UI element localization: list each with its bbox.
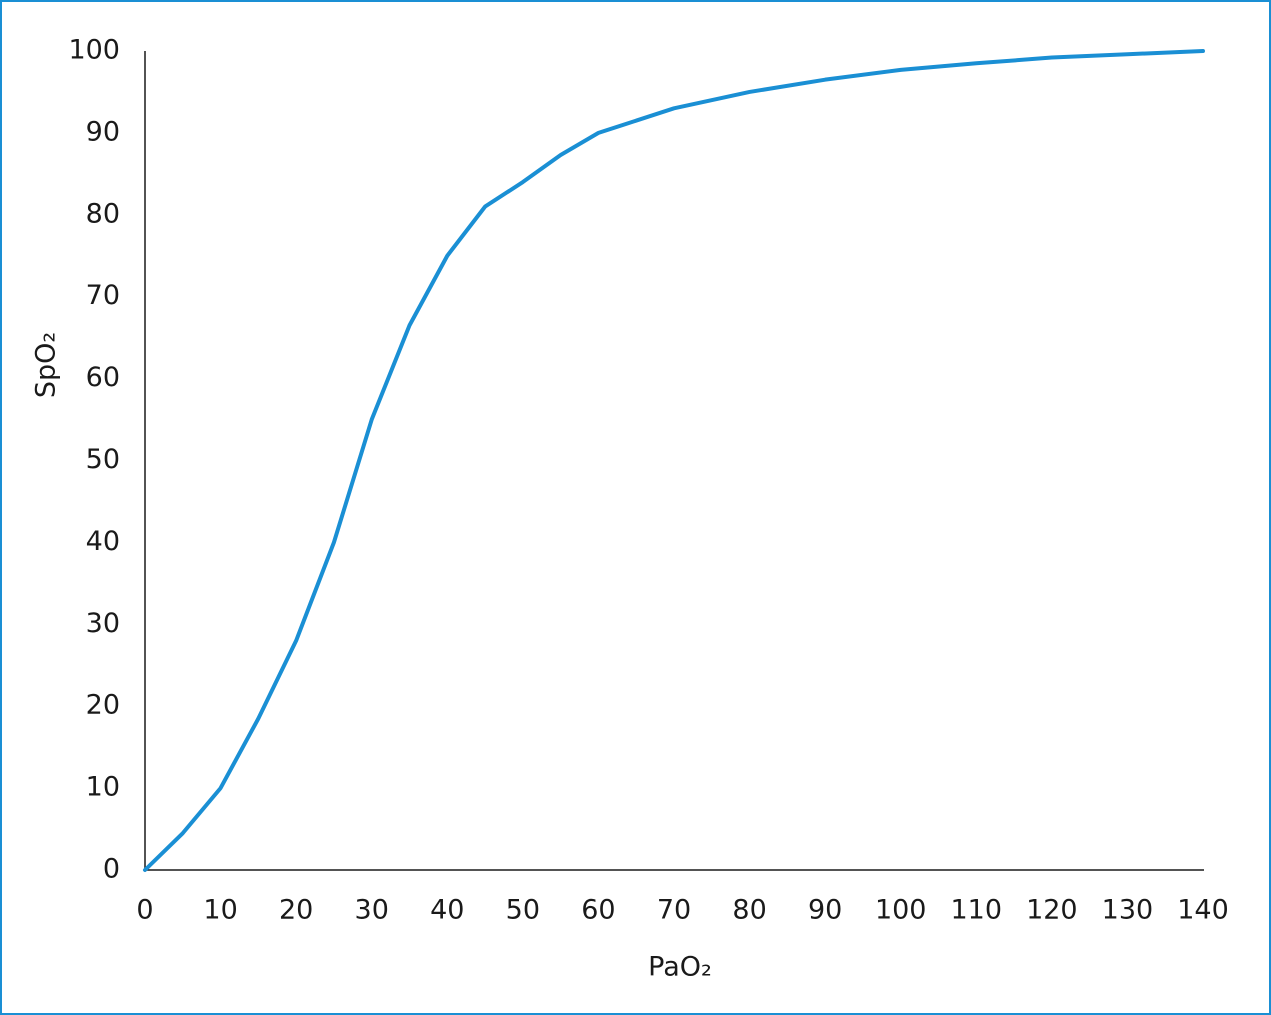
x-tick-label: 50 xyxy=(506,895,540,926)
x-tick-label: 10 xyxy=(203,895,237,926)
x-tick-label: 70 xyxy=(657,895,691,926)
x-tick-label: 20 xyxy=(279,895,313,926)
y-tick-label: 50 xyxy=(86,444,120,475)
y-tick-label: 0 xyxy=(103,854,120,885)
x-axis-label: PaO₂ xyxy=(648,952,712,983)
x-tick-label: 140 xyxy=(1177,895,1229,926)
x-tick-label: 110 xyxy=(951,895,1003,926)
y-axis-label: SpO₂ xyxy=(31,332,62,398)
x-tick-label: 30 xyxy=(355,895,389,926)
x-tick-label: 90 xyxy=(808,895,842,926)
x-tick-label: 60 xyxy=(581,895,615,926)
y-tick-label: 70 xyxy=(86,280,120,311)
x-tick-label: 80 xyxy=(732,895,766,926)
data-line xyxy=(143,49,1205,872)
x-tick-label: 100 xyxy=(875,895,927,926)
x-tick-label: 0 xyxy=(136,895,153,926)
y-tick-label: 30 xyxy=(86,608,120,639)
x-tick-label: 120 xyxy=(1026,895,1078,926)
y-tick-label: 10 xyxy=(86,772,120,803)
y-tick-label: 60 xyxy=(86,362,120,393)
y-tick-label: 80 xyxy=(86,198,120,229)
y-tick-label: 90 xyxy=(86,116,120,147)
y-tick-label: 100 xyxy=(68,35,120,66)
y-tick-label: 40 xyxy=(86,526,120,557)
x-tick-label: 130 xyxy=(1102,895,1154,926)
y-tick-label: 20 xyxy=(86,690,120,721)
x-tick-label: 40 xyxy=(430,895,464,926)
